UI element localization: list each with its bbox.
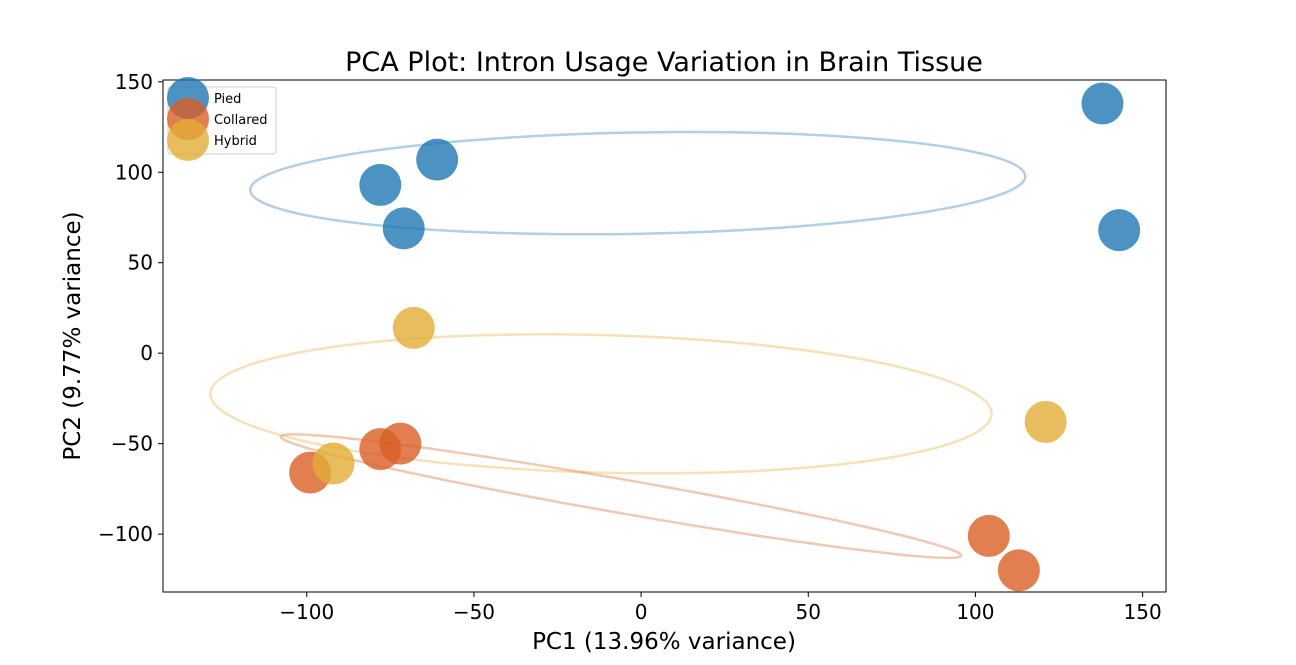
legend-marker-hybrid (167, 119, 209, 161)
legend-label-pied: Pied (214, 92, 241, 107)
point-hybrid (1024, 400, 1067, 443)
legend-label-collared: Collared (214, 113, 268, 128)
ellipse-layer (209, 130, 1027, 560)
x-tick-label: −100 (279, 600, 334, 624)
chart-title: PCA Plot: Intron Usage Variation in Brai… (345, 47, 983, 78)
ellipse-collared (279, 433, 963, 560)
x-tick-label: 0 (635, 600, 648, 624)
point-collared (997, 549, 1040, 592)
point-pied (382, 207, 425, 250)
point-layer (289, 82, 1141, 592)
point-hybrid (392, 306, 435, 349)
y-tick-label: 50 (128, 251, 153, 275)
x-tick-label: 150 (1124, 600, 1162, 624)
plot-frame (162, 79, 1167, 593)
y-tick-label: 100 (115, 160, 153, 184)
point-collared (379, 422, 422, 465)
y-tick-label: 0 (140, 341, 153, 365)
y-tick-label: −100 (98, 522, 153, 546)
ellipse-hybrid (209, 333, 993, 475)
y-tick-label: −50 (111, 432, 153, 456)
point-pied (1081, 82, 1124, 125)
legend-label-hybrid: Hybrid (214, 134, 257, 149)
point-pied (416, 138, 459, 181)
y-tick-label: 150 (115, 70, 153, 94)
point-pied (359, 163, 402, 206)
x-tick-label: −50 (453, 600, 495, 624)
x-tick-label: 50 (796, 600, 821, 624)
ellipse-pied (248, 130, 1027, 236)
point-collared (967, 514, 1010, 557)
y-axis-ticks: −100 −50 0 50 100 150 (98, 70, 163, 546)
y-axis-label: PC2 (9.77% variance) (60, 211, 86, 460)
x-axis-label: PC1 (13.96% variance) (532, 629, 796, 655)
point-pied (1098, 209, 1141, 252)
point-hybrid (312, 442, 355, 485)
x-tick-label: 100 (956, 600, 994, 624)
legend: Pied Collared Hybrid (167, 77, 277, 161)
x-axis-ticks: −100 −50 0 50 100 150 (279, 592, 1162, 624)
